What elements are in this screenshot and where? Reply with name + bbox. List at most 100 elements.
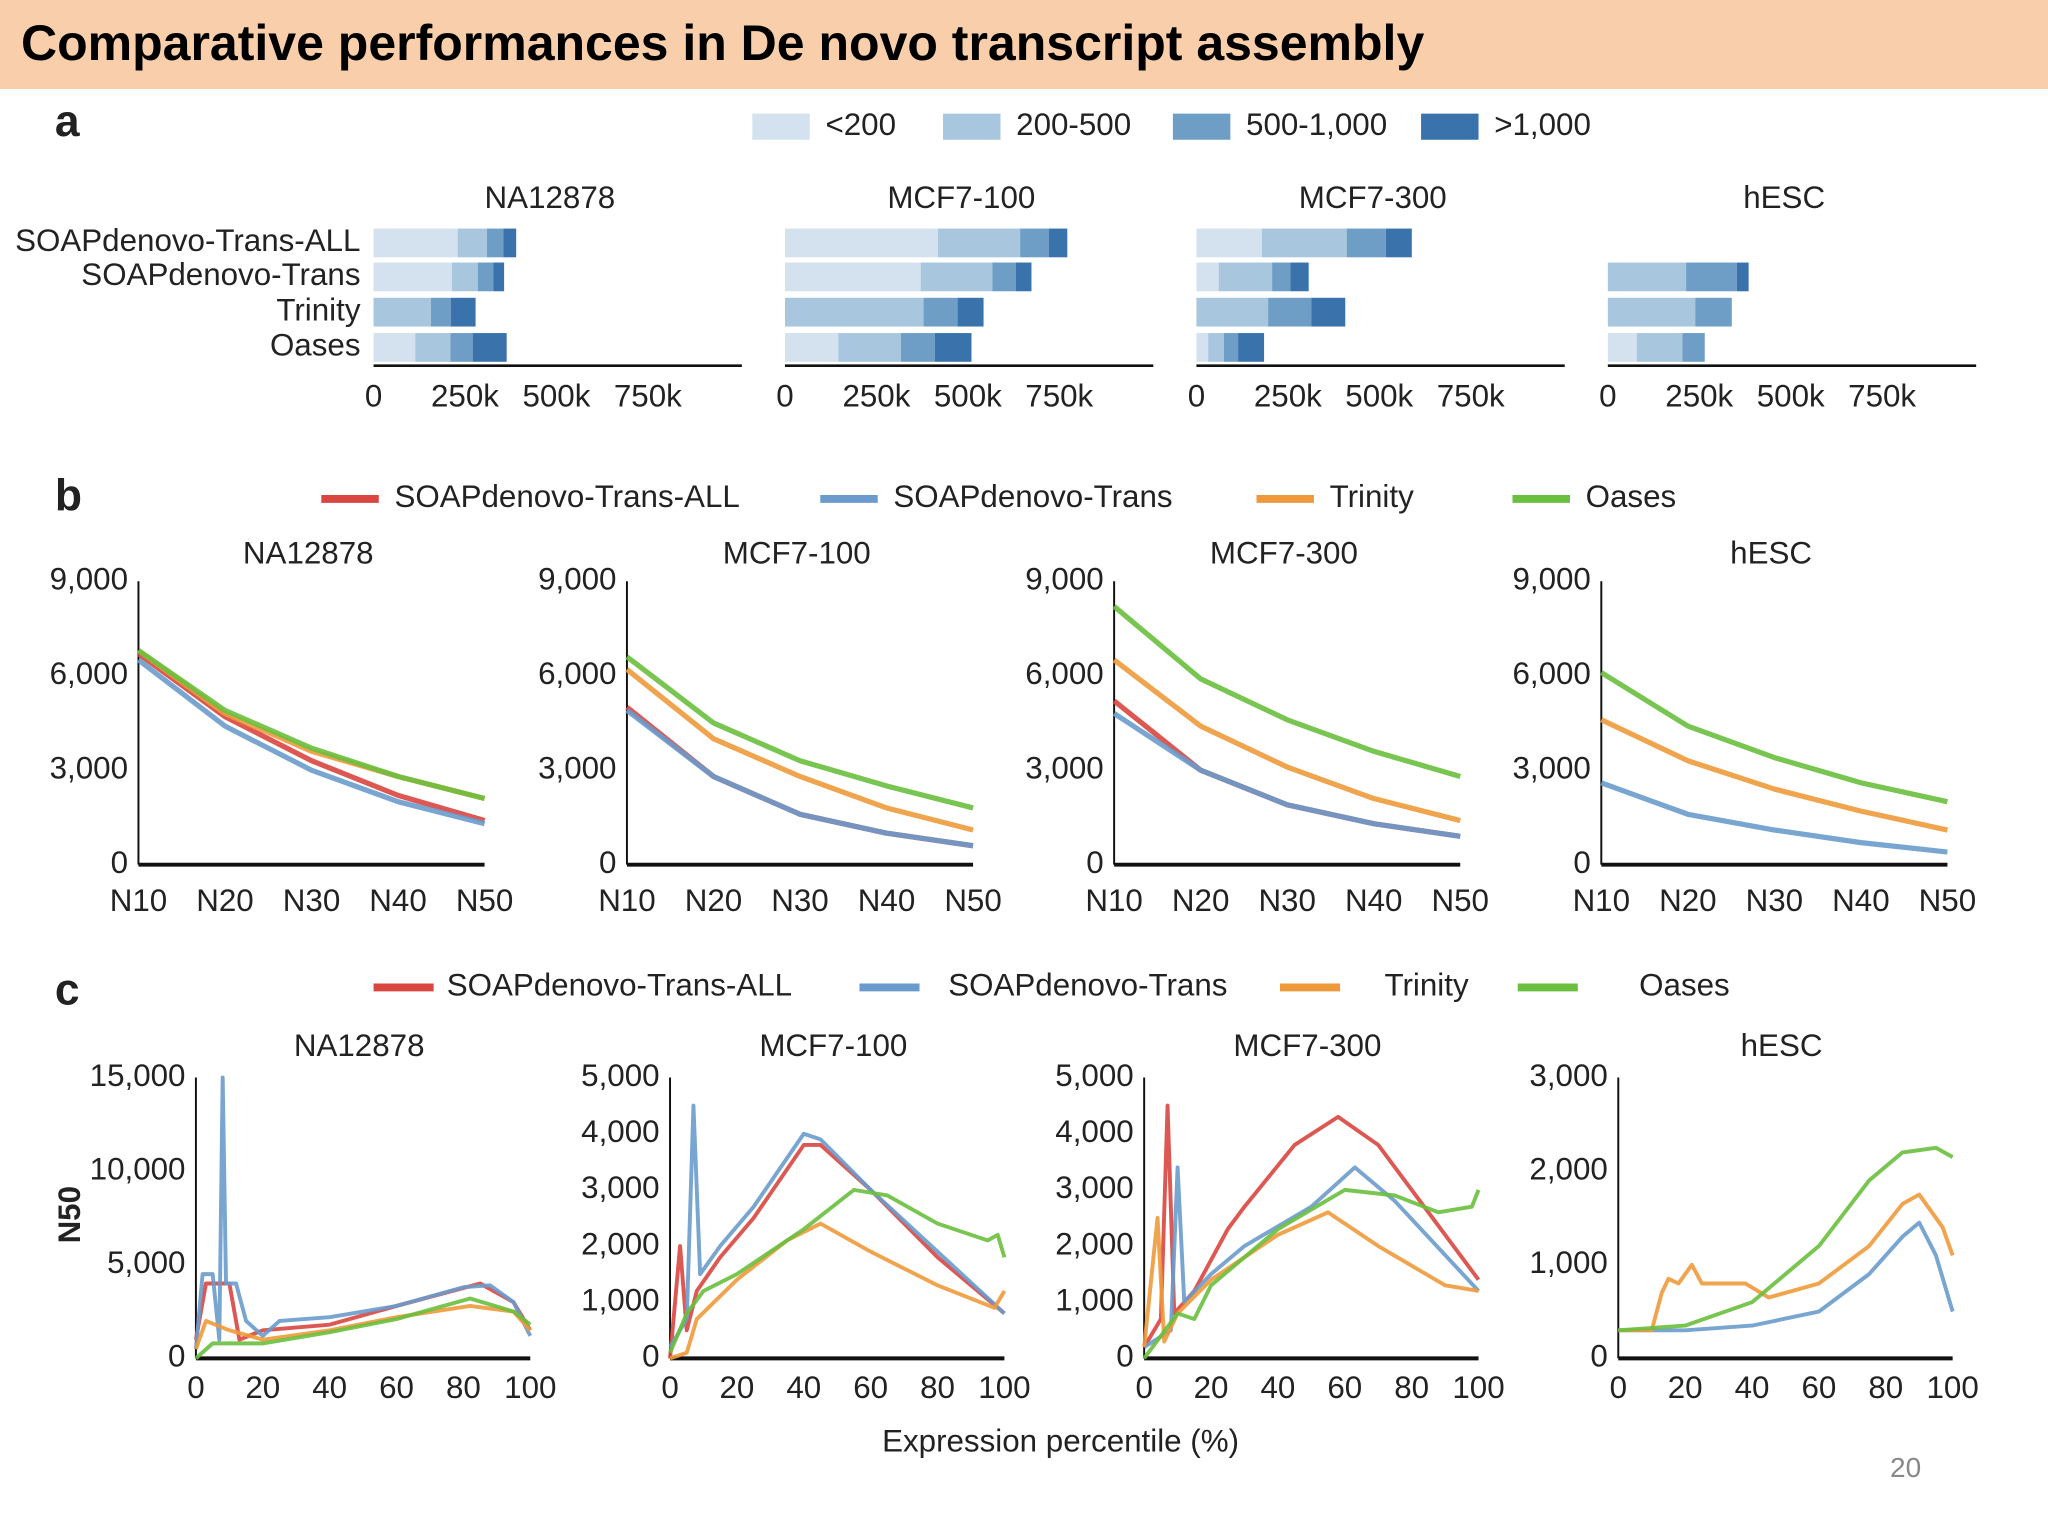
- x-tick-label: 0: [1599, 379, 1616, 414]
- x-tick-label: 20: [719, 1370, 754, 1405]
- x-tick-label: 60: [379, 1370, 414, 1405]
- x-tick-label: 100: [1927, 1370, 1979, 1405]
- series-line: [1618, 1145, 1954, 1333]
- bar-segment: [1218, 262, 1273, 292]
- y-tick-label: 9,000: [538, 562, 616, 597]
- bar-segment: [1311, 297, 1346, 327]
- x-tick-label: N10: [110, 883, 167, 918]
- legend-label: 200-500: [1016, 107, 1131, 142]
- x-tick-label: 40: [312, 1370, 347, 1405]
- bar-segment: [430, 297, 451, 327]
- x-tick-label: N30: [1746, 883, 1803, 918]
- x-tick-label: 750k: [614, 379, 682, 414]
- bar-segment: [1272, 262, 1291, 292]
- x-tick-label: 500k: [934, 379, 1002, 414]
- x-tick-label: N10: [1573, 883, 1630, 918]
- legend-label: Trinity: [1330, 479, 1414, 514]
- y-tick-label: 1,000: [1529, 1245, 1607, 1280]
- series-line: [1112, 711, 1461, 839]
- bar-segment: [937, 228, 1021, 258]
- y-tick-label: 0: [111, 845, 128, 880]
- bar-segment: [1695, 297, 1732, 327]
- series-line: [625, 654, 974, 811]
- x-tick-label: N40: [1832, 883, 1889, 918]
- bar-segment: [1196, 297, 1269, 327]
- x-tick-label: 250k: [842, 379, 910, 414]
- bar-segment: [992, 262, 1016, 292]
- series-line: [1143, 1165, 1480, 1349]
- bar-segment: [1686, 262, 1737, 292]
- legend-label: SOAPdenovo-Trans-ALL: [394, 479, 739, 514]
- y-tick-label: 2,000: [1055, 1226, 1133, 1261]
- y-tick-label: 3,000: [581, 1170, 659, 1205]
- bar-segment: [784, 228, 938, 258]
- x-tick-label: 0: [365, 379, 382, 414]
- bar-segment: [1268, 297, 1312, 327]
- panel-label-c: c: [55, 965, 80, 1014]
- x-tick-label: 0: [661, 1370, 678, 1405]
- y-tick-label: 0: [168, 1339, 185, 1374]
- legend-label: <200: [825, 107, 896, 142]
- y-tick-label: 2,000: [581, 1226, 659, 1261]
- y-axis-label: N50: [52, 1186, 87, 1243]
- bar-segment: [1049, 228, 1068, 258]
- bar-segment: [784, 297, 924, 327]
- y-tick-label: 3,000: [50, 750, 128, 785]
- legend-label: SOAPdenovo-Trans: [893, 479, 1172, 514]
- x-tick-label: 80: [1868, 1370, 1903, 1405]
- y-tick-label: 3,000: [1512, 750, 1590, 785]
- x-tick-label: 100: [504, 1370, 556, 1405]
- x-tick-label: 750k: [1437, 379, 1505, 414]
- bar-segment: [1636, 333, 1683, 362]
- bar-segment: [1607, 297, 1696, 327]
- x-tick-label: N30: [283, 883, 340, 918]
- x-tick-label: 0: [1135, 1370, 1152, 1405]
- series-line: [136, 651, 486, 824]
- y-tick-label: 4,000: [1055, 1114, 1133, 1149]
- subplot-title: MCF7-300: [1299, 180, 1447, 215]
- x-tick-label: 750k: [1848, 379, 1916, 414]
- bar-segment: [1736, 262, 1749, 292]
- bar-segment: [450, 297, 476, 327]
- x-tick-label: N50: [456, 883, 513, 918]
- bar-segment: [1223, 333, 1239, 362]
- x-tick-label: N30: [771, 883, 828, 918]
- bar-segment: [934, 333, 972, 362]
- y-tick-label: 6,000: [538, 656, 616, 691]
- series-line: [668, 1187, 1007, 1354]
- series-line: [1599, 670, 1948, 805]
- series-line: [1600, 717, 1948, 833]
- y-tick-label: 5,000: [107, 1245, 185, 1280]
- category-label: SOAPdenovo-Trans-ALL: [15, 223, 360, 258]
- page-number: 20: [1890, 1452, 1922, 1483]
- y-tick-label: 4,000: [581, 1114, 659, 1149]
- series-line: [1142, 1103, 1481, 1349]
- x-tick-label: N20: [196, 883, 253, 918]
- subplot-title: MCF7-300: [1210, 535, 1358, 570]
- x-tick-label: 250k: [1665, 379, 1733, 414]
- y-tick-label: 9,000: [1025, 562, 1103, 597]
- bar-segment: [1261, 228, 1347, 258]
- series-line: [136, 648, 486, 802]
- series-line: [193, 1075, 533, 1350]
- x-tick-label: 80: [920, 1370, 955, 1405]
- bar-segment: [920, 262, 993, 292]
- x-tick-label: 500k: [1345, 379, 1413, 414]
- bar-segment: [1607, 333, 1637, 362]
- bar-segment: [1238, 333, 1265, 362]
- bar-segment: [957, 297, 984, 327]
- x-tick-label: N40: [369, 883, 426, 918]
- legend-swatch: [1421, 113, 1479, 140]
- x-tick-label: 0: [776, 379, 793, 414]
- bar-segment: [1290, 262, 1309, 292]
- series-line: [625, 667, 974, 833]
- bar-segment: [373, 262, 452, 292]
- series-line: [668, 1103, 1006, 1349]
- y-tick-label: 1,000: [581, 1282, 659, 1317]
- y-tick-label: 2,000: [1529, 1151, 1607, 1186]
- bar-segment: [503, 228, 517, 258]
- bar-segment: [1196, 333, 1209, 362]
- x-tick-label: N20: [685, 883, 742, 918]
- series-line: [194, 1296, 532, 1360]
- x-tick-label: N50: [1919, 883, 1976, 918]
